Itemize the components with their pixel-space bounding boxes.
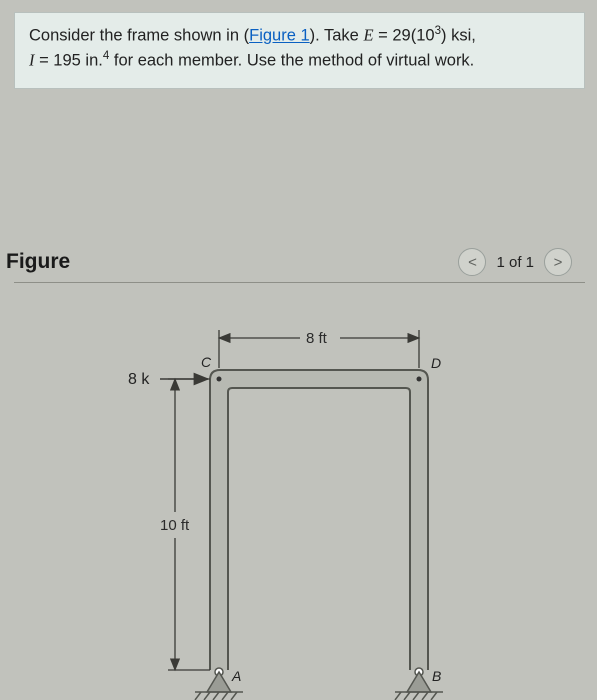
divider [14,282,585,283]
node-d-dot [417,377,422,382]
force-label: 8 k [128,371,150,388]
diagram-svg: A B C D 8 ft 10 ft [0,300,597,700]
next-figure-button[interactable]: > [544,248,572,276]
dimension-width: 8 ft [219,330,419,368]
text-seg: = 195 in. [35,52,103,70]
figure-heading: Figure [6,250,70,274]
frame-outline-outer [210,370,428,670]
problem-statement: Consider the frame shown in (Figure 1). … [14,12,585,89]
frame-outline-inner [228,388,410,670]
figure-nav: < 1 of 1 > [458,248,572,276]
page: Consider the frame shown in (Figure 1). … [0,0,597,700]
node-c-dot [217,377,222,382]
text-seg: ) ksi, [441,27,476,45]
dimension-height: 10 ft [160,379,210,670]
text-seg: Consider the frame shown in ( [29,27,249,45]
text-seg: for each member. Use the method of virtu… [109,52,474,70]
label-b: B [432,668,441,684]
figure-count: 1 of 1 [496,254,534,271]
label-c: C [201,354,212,370]
text-seg: ). Take [310,27,364,45]
dimension-width-label: 8 ft [306,330,328,347]
frame-diagram: A B C D 8 ft 10 ft [0,300,597,700]
frame-body [210,370,428,670]
prev-figure-button[interactable]: < [458,248,486,276]
figure-link[interactable]: Figure 1 [249,27,310,45]
problem-text: Consider the frame shown in (Figure 1). … [29,23,570,74]
sym-E: E [363,26,373,45]
dimension-height-label: 10 ft [160,517,190,534]
label-a: A [231,668,241,684]
force-8k: 8 k [128,371,208,388]
label-d: D [431,355,441,371]
text-seg: = 29(10 [374,27,435,45]
